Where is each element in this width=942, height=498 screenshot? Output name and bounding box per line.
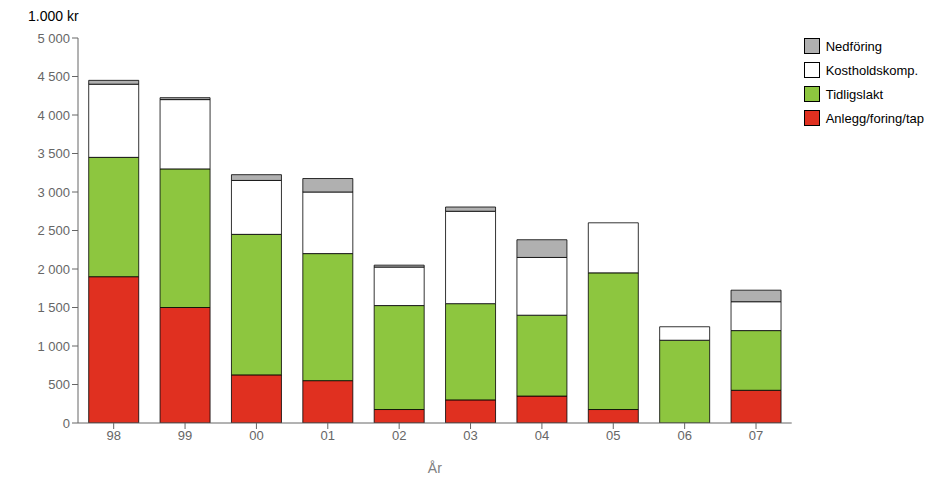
- svg-text:2 000: 2 000: [37, 262, 70, 277]
- svg-text:02: 02: [392, 428, 406, 443]
- svg-text:1 000: 1 000: [37, 339, 70, 354]
- html-text:Anlegg/foring/tap: Anlegg/foring/tap: [825, 110, 924, 126]
- svg-text:01: 01: [321, 428, 335, 443]
- html-text:Nedföring: Nedföring: [825, 38, 883, 54]
- svg-text:04: 04: [535, 428, 549, 443]
- svg-text:05: 05: [606, 428, 620, 443]
- svg-text:00: 00: [249, 428, 263, 443]
- html-text:Kostholdskomp.: Kostholdskomp.: [825, 62, 919, 78]
- html-text:1.000 kr: 1.000 kr: [28, 8, 79, 24]
- svg-text:03: 03: [463, 428, 477, 443]
- svg-text:3 500: 3 500: [37, 146, 70, 161]
- svg-text:1 500: 1 500: [37, 300, 70, 315]
- svg-text:07: 07: [749, 428, 763, 443]
- svg-text:3 000: 3 000: [37, 185, 70, 200]
- svg-text:4 000: 4 000: [37, 108, 70, 123]
- svg-text:2 500: 2 500: [37, 223, 70, 238]
- svg-text:0: 0: [63, 416, 70, 431]
- svg-text:År: År: [428, 460, 442, 476]
- svg-text:500: 500: [48, 377, 70, 392]
- svg-text:5 000: 5 000: [37, 31, 70, 46]
- svg-text:06: 06: [677, 428, 691, 443]
- svg-text:4 500: 4 500: [37, 69, 70, 84]
- svg-text:98: 98: [106, 428, 120, 443]
- html-text:Tidligslakt: Tidligslakt: [825, 86, 883, 102]
- svg-text:99: 99: [178, 428, 192, 443]
